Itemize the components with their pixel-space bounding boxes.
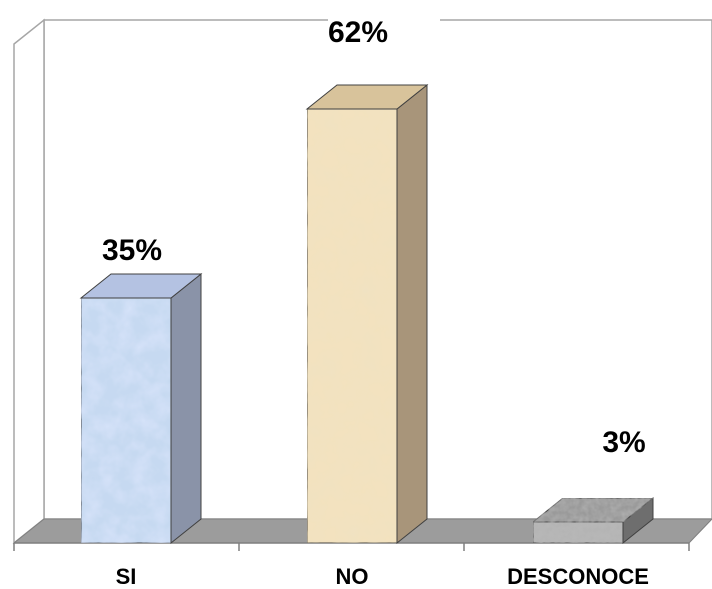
category-label-desconoce: DESCONOCE [507,564,649,589]
data-label-no-backdrop [328,6,440,48]
data-label-no: 62% [328,16,388,49]
category-label-no: NO [336,564,369,589]
bar-desconoce [531,496,655,545]
bar-no-top [305,84,429,110]
bar-no [305,83,429,545]
data-label-desconoce: 3% [602,426,645,459]
chart-side-wall [13,18,45,545]
bar-desconoce-top [531,497,655,523]
bar-si-front [80,297,172,544]
category-label-si: SI [116,564,137,589]
bar-si-top [79,273,203,299]
bar-desconoce-front [532,521,624,544]
bar-no-side [396,83,428,545]
bar-si-side [170,272,202,545]
data-label-si: 35% [102,234,162,267]
bar-no-front [306,108,398,544]
bar-si [79,272,203,545]
